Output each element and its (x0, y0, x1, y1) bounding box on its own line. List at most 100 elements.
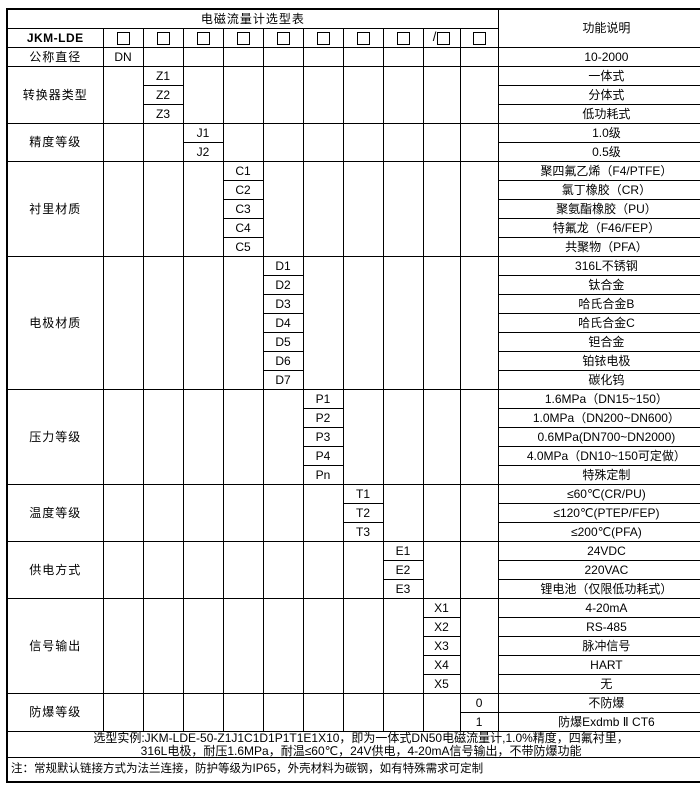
option-code[interactable]: P4 (302, 446, 344, 466)
option-description: HART (497, 655, 700, 675)
section-label-3: 衬里材质 (6, 161, 104, 257)
section-label-7: 供电方式 (6, 541, 104, 599)
option-code[interactable]: P1 (302, 389, 344, 409)
empty-code-cell (182, 66, 224, 124)
option-code[interactable]: C2 (222, 180, 264, 200)
table-row: 供电方式 E1 24VDC (6, 541, 700, 599)
section-label-2: 精度等级 (6, 123, 104, 162)
empty-code-cell (459, 66, 499, 124)
option-code[interactable]: C3 (222, 199, 264, 219)
section-label-6: 温度等级 (6, 484, 104, 542)
model-code-checkbox-cell[interactable] (459, 28, 499, 48)
checkbox-empty-icon[interactable] (356, 31, 370, 45)
option-description: ≤120℃(PTEP/FEP) (497, 503, 700, 523)
model-code-checkbox-cell[interactable]: / (422, 28, 461, 48)
option-code[interactable]: 1 (459, 712, 499, 732)
empty-code-cell (382, 484, 424, 542)
option-code[interactable]: D2 (262, 275, 304, 295)
empty-code-cell (142, 389, 184, 485)
option-description: 一体式 (497, 66, 700, 86)
option-code[interactable]: T3 (342, 522, 384, 542)
model-code-checkbox-cell[interactable] (302, 28, 344, 48)
option-code[interactable]: Pn (302, 465, 344, 485)
option-code[interactable]: J2 (182, 142, 224, 162)
empty-code-cell (222, 256, 264, 390)
empty-code-cell (382, 598, 424, 694)
model-code-checkbox-cell[interactable] (382, 28, 424, 48)
model-code-checkbox-cell[interactable] (222, 28, 264, 48)
empty-code-cell (459, 256, 499, 390)
empty-code-cell (382, 389, 424, 485)
empty-code-cell (222, 389, 264, 485)
checkbox-empty-icon[interactable] (196, 31, 210, 45)
model-code-checkbox-cell[interactable] (262, 28, 304, 48)
option-code[interactable]: X1 (422, 598, 461, 618)
option-code[interactable]: DN (102, 47, 144, 67)
option-code[interactable]: D1 (262, 256, 304, 276)
model-code-checkbox-cell[interactable] (182, 28, 224, 48)
option-code[interactable]: D6 (262, 351, 304, 371)
empty-code-cell (422, 256, 461, 390)
checkbox-empty-icon[interactable] (472, 31, 486, 45)
empty-code-cell (302, 47, 344, 67)
option-description: 氯丁橡胶（CR） (497, 180, 700, 200)
option-code[interactable]: D7 (262, 370, 304, 390)
model-prefix: JKM-LDE (6, 28, 104, 48)
checkbox-empty-icon[interactable] (396, 31, 410, 45)
option-code[interactable]: C1 (222, 161, 264, 181)
option-code[interactable]: T1 (342, 484, 384, 504)
checkbox-empty-icon[interactable] (316, 31, 330, 45)
model-code-checkbox-cell[interactable] (342, 28, 384, 48)
empty-code-cell (262, 484, 304, 542)
option-code[interactable]: D3 (262, 294, 304, 314)
option-code[interactable]: P2 (302, 408, 344, 428)
empty-code-cell (142, 123, 184, 162)
empty-code-cell (459, 47, 499, 67)
description-column-header: 功能说明 (497, 8, 700, 48)
model-code-checkbox-cell[interactable] (142, 28, 184, 48)
option-code[interactable]: J1 (182, 123, 224, 143)
checkbox-empty-icon[interactable] (156, 31, 170, 45)
option-description: 220VAC (497, 560, 700, 580)
option-description: 特氟龙（F46/FEP） (497, 218, 700, 238)
option-code[interactable]: Z3 (142, 104, 184, 124)
option-code[interactable]: X4 (422, 655, 461, 675)
option-code[interactable]: Z1 (142, 66, 184, 86)
option-code[interactable]: T2 (342, 503, 384, 523)
option-description: RS-485 (497, 617, 700, 637)
option-code[interactable]: D5 (262, 332, 304, 352)
table-row: X2 RS-485 (7, 617, 700, 637)
option-code[interactable]: E1 (382, 541, 424, 561)
checkbox-empty-icon[interactable] (276, 31, 290, 45)
empty-code-cell (382, 161, 424, 257)
option-code[interactable]: X5 (422, 674, 461, 694)
option-description: 分体式 (497, 85, 700, 105)
empty-code-cell (222, 541, 264, 599)
option-code[interactable]: 0 (459, 693, 499, 713)
model-code-checkbox-cell[interactable] (102, 28, 144, 48)
checkbox-empty-icon[interactable] (116, 31, 130, 45)
empty-code-cell (422, 47, 461, 67)
option-code[interactable]: Z2 (142, 85, 184, 105)
option-description: 锂电池（仅限低功耗式） (497, 579, 700, 599)
empty-code-cell (102, 161, 144, 257)
empty-code-cell (302, 484, 344, 542)
option-code[interactable]: E2 (382, 560, 424, 580)
option-code[interactable]: P3 (302, 427, 344, 447)
option-code[interactable]: E3 (382, 579, 424, 599)
option-code[interactable]: C5 (222, 237, 264, 257)
table-row: P3 0.6MPa(DN700~DN2000) (7, 427, 700, 447)
empty-code-cell (459, 161, 499, 257)
empty-code-cell (102, 541, 144, 599)
empty-code-cell (422, 484, 461, 542)
option-code[interactable]: C4 (222, 218, 264, 238)
option-code[interactable]: X3 (422, 636, 461, 656)
empty-code-cell (342, 47, 384, 67)
checkbox-empty-icon[interactable] (437, 32, 451, 46)
option-code[interactable]: X2 (422, 617, 461, 637)
checkbox-empty-icon[interactable] (236, 31, 250, 45)
option-description: 0.6MPa(DN700~DN2000) (497, 427, 700, 447)
option-code[interactable]: D4 (262, 313, 304, 333)
table-row: 衬里材质 C1 聚四氟乙烯（F4/PTFE） (6, 161, 700, 257)
empty-code-cell (459, 484, 499, 542)
